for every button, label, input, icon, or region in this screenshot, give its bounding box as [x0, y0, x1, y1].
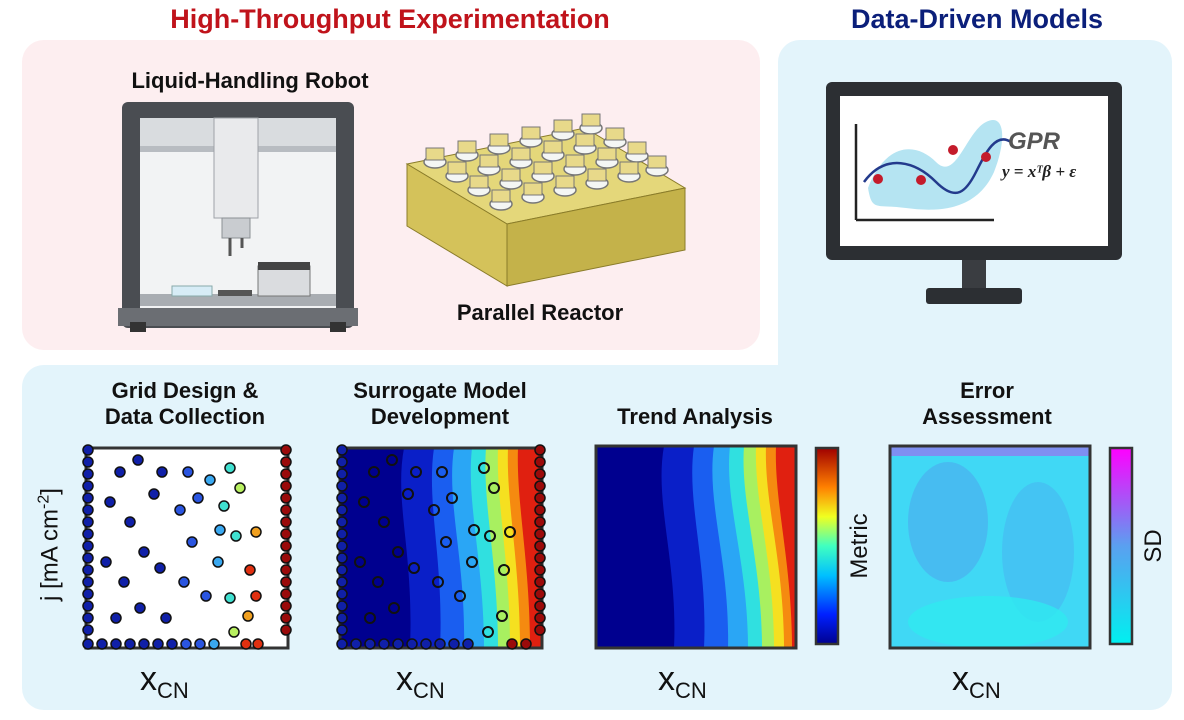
error-assessment-plot [888, 444, 1092, 650]
surrogate-model-plot [336, 444, 546, 650]
gpr-equation: y = xᵀβ + ε [1002, 162, 1077, 181]
grid-design-plot [82, 444, 292, 650]
ddm-title: Data-Driven Models [850, 4, 1104, 34]
sd-label: SD [1140, 529, 1167, 563]
step-1-label: Grid Design & Data Collection [104, 378, 266, 429]
monitor-gpr [826, 82, 1122, 304]
x-label-4: xCN [952, 660, 1001, 703]
step-4-label: Error Assessment [922, 378, 1052, 429]
metric-label: Metric [846, 513, 873, 579]
trend-analysis-plot [594, 444, 798, 650]
step-2-label: Surrogate Model Development [353, 378, 527, 429]
robot-label: Liquid-Handling Robot [131, 68, 369, 93]
gpr-title: GPR [1008, 128, 1061, 155]
metric-colorbar [814, 446, 840, 646]
step-3-label: Trend Analysis [617, 404, 773, 429]
parallel-reactor [405, 113, 687, 287]
x-label-3: xCN [658, 660, 707, 703]
hte-title: High-Throughput Experimentation [170, 4, 610, 34]
x-label-2: xCN [396, 660, 445, 703]
x-label-1: xCN [140, 660, 189, 703]
y-axis-label: j [mA cm-2] [35, 488, 64, 601]
liquid-handling-robot [118, 102, 358, 332]
reactor-label: Parallel Reactor [456, 300, 624, 325]
sd-colorbar [1108, 446, 1134, 646]
